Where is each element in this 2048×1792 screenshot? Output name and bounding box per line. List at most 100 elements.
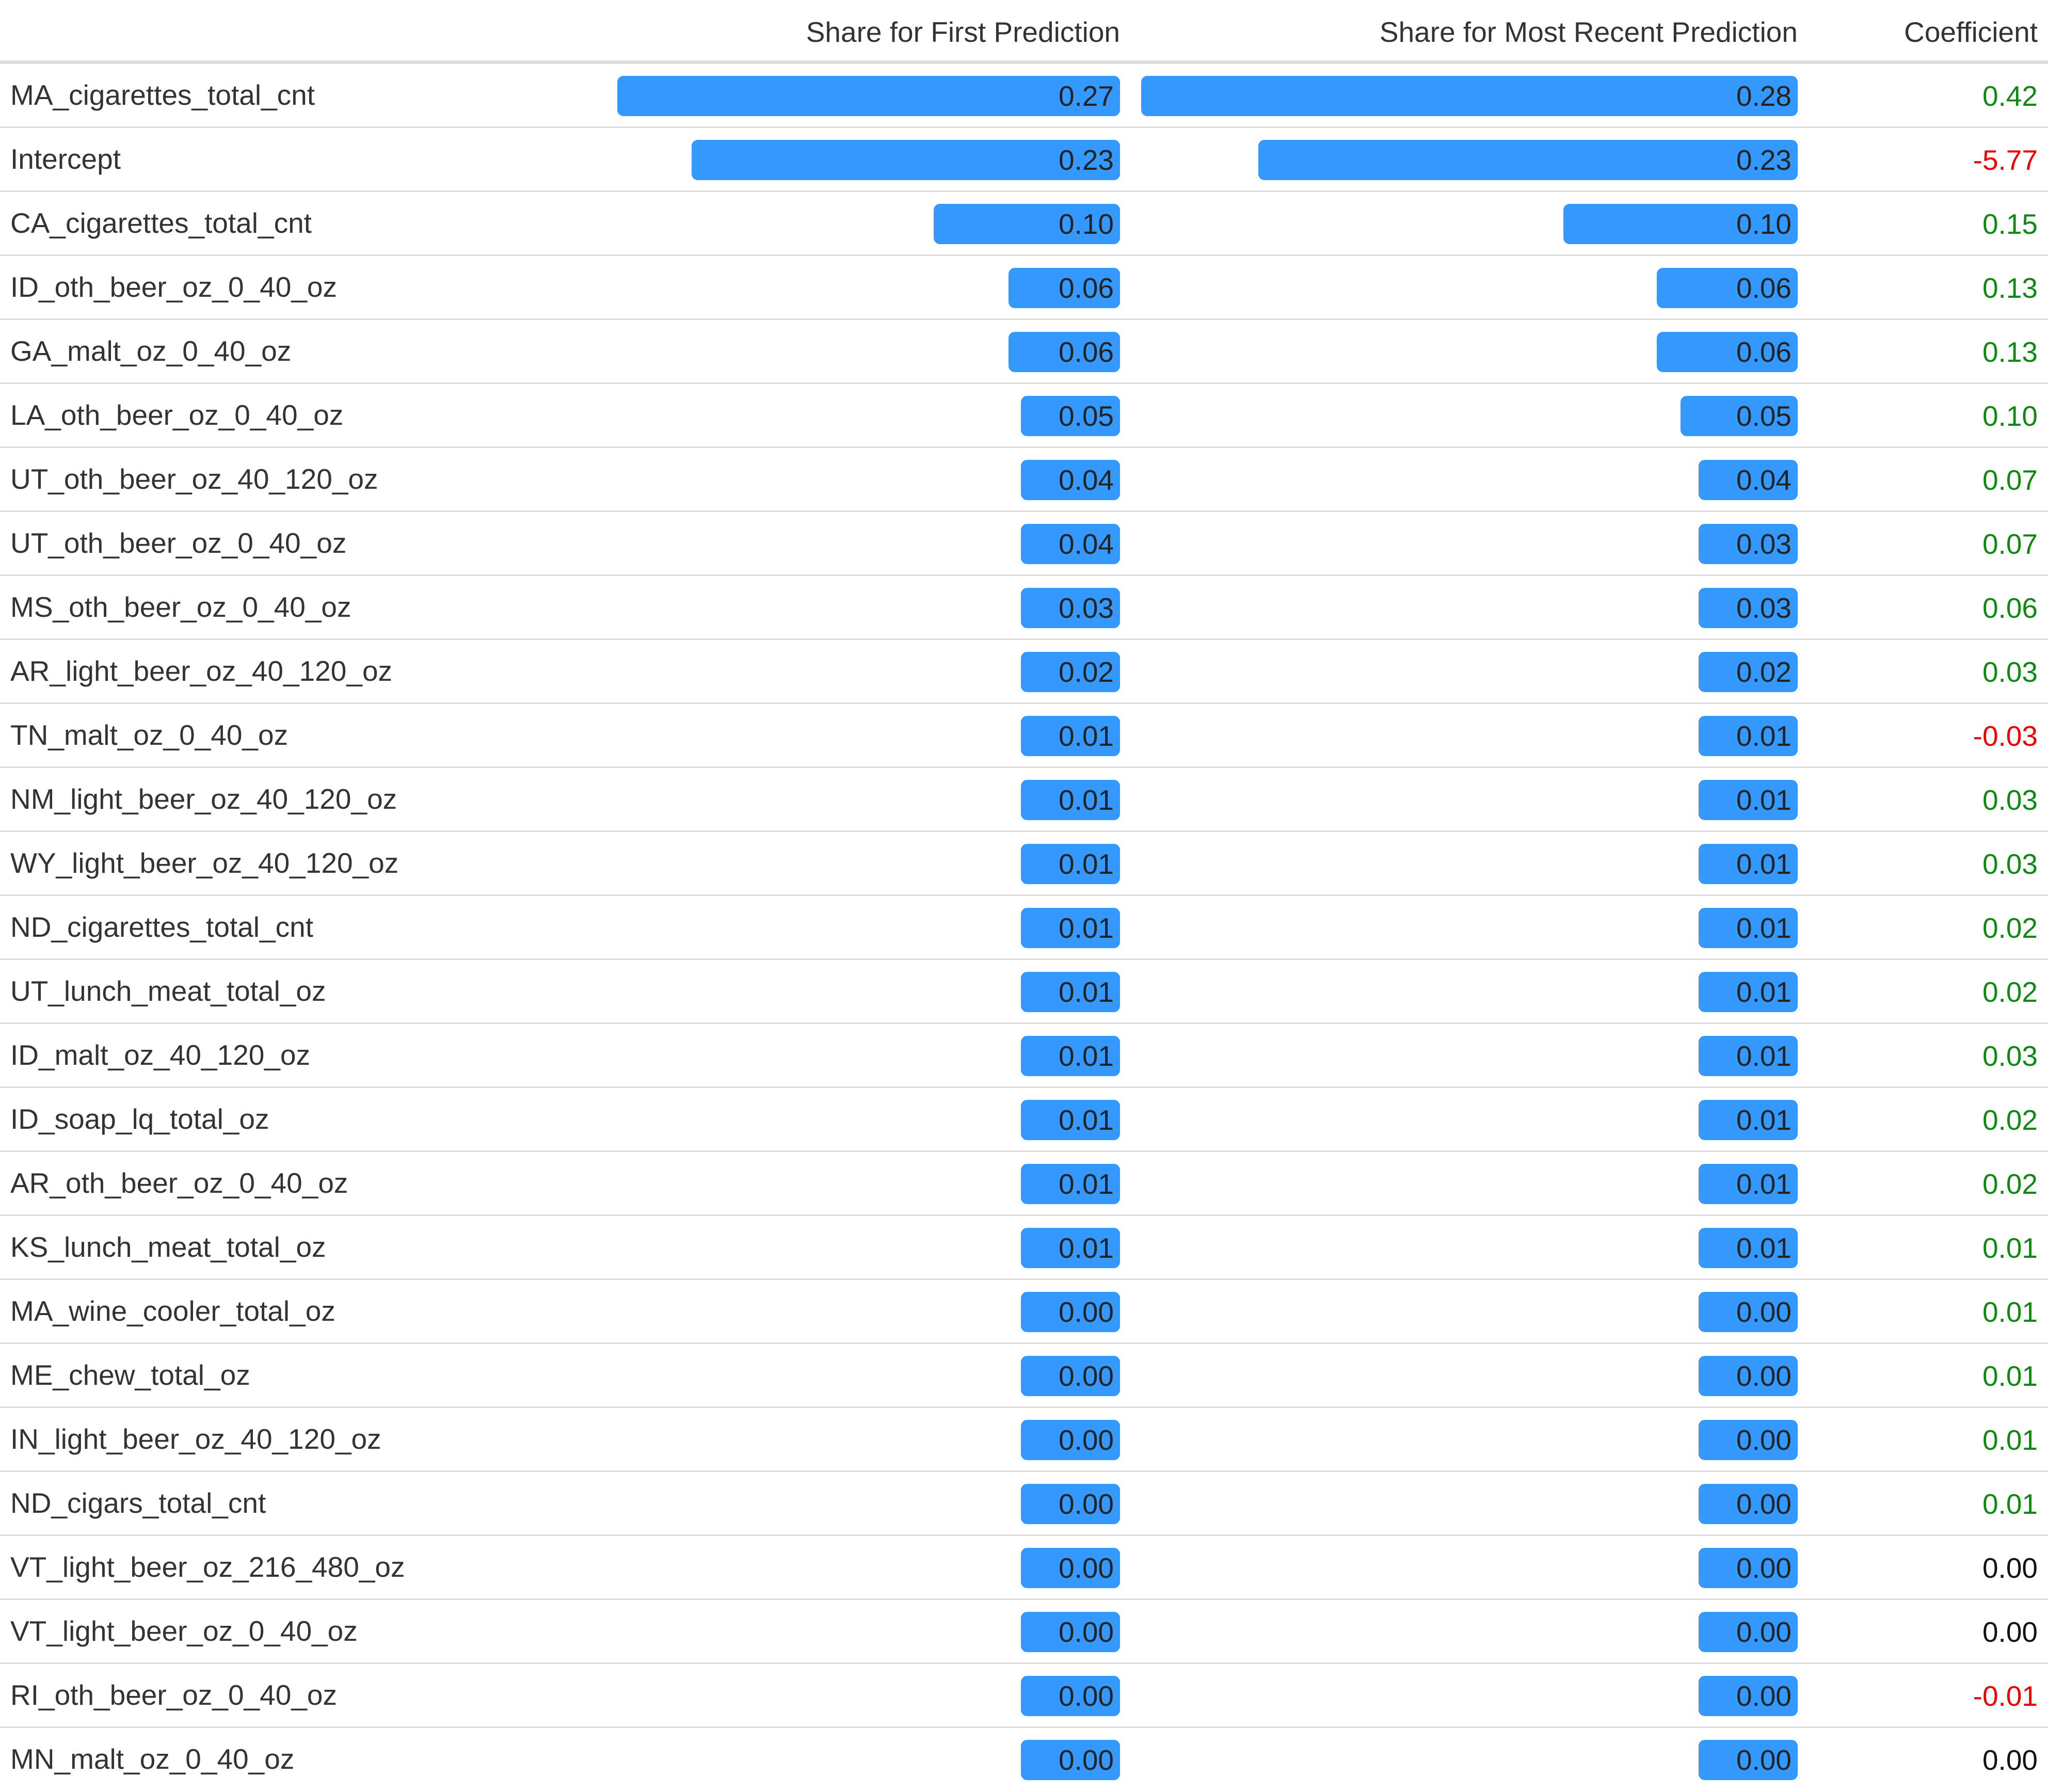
share-first-value: 0.03 (1058, 592, 1114, 624)
feature-name: MN_malt_oz_0_40_oz (10, 1743, 295, 1775)
share-first-value: 0.06 (1058, 272, 1114, 304)
share-recent-bar (1563, 204, 1798, 244)
feature-name: KS_lunch_meat_total_oz (10, 1231, 326, 1263)
share-recent-value: 0.03 (1736, 592, 1791, 624)
share-first-value: 0.01 (1058, 848, 1114, 880)
coefficient-value: 0.06 (1982, 592, 2038, 624)
coefficient-value: 0.15 (1982, 208, 2038, 240)
feature-name: GA_malt_oz_0_40_oz (10, 335, 292, 367)
share-recent-value: 0.28 (1736, 80, 1791, 112)
share-first-value: 0.00 (1058, 1488, 1114, 1520)
share-recent-bar (1141, 76, 1798, 116)
share-first-bar (1021, 460, 1120, 500)
coefficient-value: 0.01 (1982, 1296, 2038, 1328)
table-row: IN_light_beer_oz_40_120_oz 0.00 0.00 0.01 (0, 1408, 2048, 1472)
share-first-bar (1021, 1036, 1120, 1076)
table-row: VT_light_beer_oz_216_480_oz 0.00 0.00 0.00 (0, 1536, 2048, 1600)
share-recent-value: 0.01 (1736, 1232, 1791, 1264)
table-row: NM_light_beer_oz_40_120_oz 0.01 0.01 0.03 (0, 768, 2048, 832)
feature-name: AR_oth_beer_oz_0_40_oz (10, 1167, 348, 1199)
share-recent-value: 0.03 (1736, 528, 1791, 560)
share-first-bar (1021, 1292, 1120, 1332)
share-recent-value: 0.10 (1736, 208, 1791, 240)
share-first-value: 0.01 (1058, 1232, 1114, 1264)
feature-name: ME_chew_total_oz (10, 1359, 250, 1391)
share-recent-bar (1699, 1484, 1798, 1524)
share-recent-bar (1699, 780, 1798, 820)
share-recent-value: 0.01 (1736, 1104, 1791, 1136)
share-recent-value: 0.01 (1736, 784, 1791, 816)
coefficient-value: 0.01 (1982, 1424, 2038, 1456)
feature-name: UT_oth_beer_oz_40_120_oz (10, 463, 378, 495)
share-recent-bar (1699, 1420, 1798, 1460)
feature-name: ID_oth_beer_oz_0_40_oz (10, 271, 338, 303)
coefficient-value: 0.10 (1982, 400, 2038, 432)
share-first-value: 0.06 (1058, 336, 1114, 368)
feature-name: LA_oth_beer_oz_0_40_oz (10, 399, 344, 431)
feature-name: ND_cigarettes_total_cnt (10, 911, 313, 943)
share-first-bar (1021, 1740, 1120, 1780)
share-recent-bar (1699, 1612, 1798, 1652)
feature-name: IN_light_beer_oz_40_120_oz (10, 1423, 381, 1455)
share-first-value: 0.04 (1058, 464, 1114, 496)
table-row: MA_wine_cooler_total_oz 0.00 0.00 0.01 (0, 1280, 2048, 1344)
share-first-bar (1008, 268, 1120, 308)
share-first-bar (1021, 1484, 1120, 1524)
share-first-bar (1021, 1356, 1120, 1396)
table-row: ND_cigarettes_total_cnt 0.01 0.01 0.02 (0, 896, 2048, 960)
table-row: ME_chew_total_oz 0.00 0.00 0.01 (0, 1344, 2048, 1408)
share-first-bar (1021, 844, 1120, 884)
share-first-bar (1021, 1228, 1120, 1268)
share-first-bar (1021, 1420, 1120, 1460)
header-share-first: Share for First Prediction (806, 16, 1120, 48)
coefficient-value: 0.02 (1982, 976, 2038, 1008)
feature-name: ID_soap_lq_total_oz (10, 1103, 269, 1135)
table-row: AR_oth_beer_oz_0_40_oz 0.01 0.01 0.02 (0, 1152, 2048, 1216)
feature-name: UT_oth_beer_oz_0_40_oz (10, 527, 347, 559)
share-recent-value: 0.01 (1736, 1040, 1791, 1072)
coefficient-value: 0.00 (1982, 1616, 2038, 1648)
table-row: UT_oth_beer_oz_0_40_oz 0.04 0.03 0.07 (0, 512, 2048, 576)
table-row: UT_oth_beer_oz_40_120_oz 0.04 0.04 0.07 (0, 448, 2048, 512)
table-row: WY_light_beer_oz_40_120_oz 0.01 0.01 0.03 (0, 832, 2048, 896)
share-first-bar (1021, 908, 1120, 948)
feature-name: Intercept (10, 143, 121, 175)
share-recent-bar (1699, 1292, 1798, 1332)
share-recent-bar (1699, 972, 1798, 1012)
coefficient-value: 0.42 (1982, 80, 2038, 112)
share-recent-bar (1258, 140, 1798, 180)
share-recent-bar (1680, 396, 1798, 436)
coefficient-value: 0.01 (1982, 1232, 2038, 1264)
feature-name: UT_lunch_meat_total_oz (10, 975, 326, 1007)
share-first-value: 0.00 (1058, 1424, 1114, 1456)
coefficient-value: 0.02 (1982, 1168, 2038, 1200)
coefficient-value: 0.07 (1982, 528, 2038, 560)
share-first-value: 0.00 (1058, 1552, 1114, 1584)
feature-name: VT_light_beer_oz_216_480_oz (10, 1551, 405, 1583)
coefficient-value: 0.01 (1982, 1360, 2038, 1392)
share-recent-value: 0.01 (1736, 720, 1791, 752)
table-row: RI_oth_beer_oz_0_40_oz 0.00 0.00 -0.01 (0, 1664, 2048, 1728)
table-row: UT_lunch_meat_total_oz 0.01 0.01 0.02 (0, 960, 2048, 1024)
feature-name: ID_malt_oz_40_120_oz (10, 1039, 310, 1071)
share-first-bar (1021, 652, 1120, 692)
table-row: AR_light_beer_oz_40_120_oz 0.02 0.02 0.03 (0, 640, 2048, 704)
table-row: KS_lunch_meat_total_oz 0.01 0.01 0.01 (0, 1216, 2048, 1280)
share-recent-bar (1699, 1740, 1798, 1780)
share-recent-value: 0.01 (1736, 976, 1791, 1008)
share-first-value: 0.00 (1058, 1744, 1114, 1776)
coefficient-value: 0.02 (1982, 912, 2038, 944)
share-first-bar (1021, 396, 1120, 436)
share-recent-bar (1699, 460, 1798, 500)
table-row: MA_cigarettes_total_cnt 0.27 0.28 0.42 (0, 64, 2048, 128)
share-recent-bar (1699, 1356, 1798, 1396)
share-first-bar (1021, 972, 1120, 1012)
coefficient-value: 0.13 (1982, 272, 2038, 304)
coefficient-value: -0.03 (1973, 720, 2038, 752)
coefficient-value: 0.00 (1982, 1744, 2038, 1776)
share-recent-value: 0.23 (1736, 144, 1791, 176)
share-first-bar (1008, 332, 1120, 372)
share-first-bar (1021, 780, 1120, 820)
coefficient-value: 0.03 (1982, 784, 2038, 816)
